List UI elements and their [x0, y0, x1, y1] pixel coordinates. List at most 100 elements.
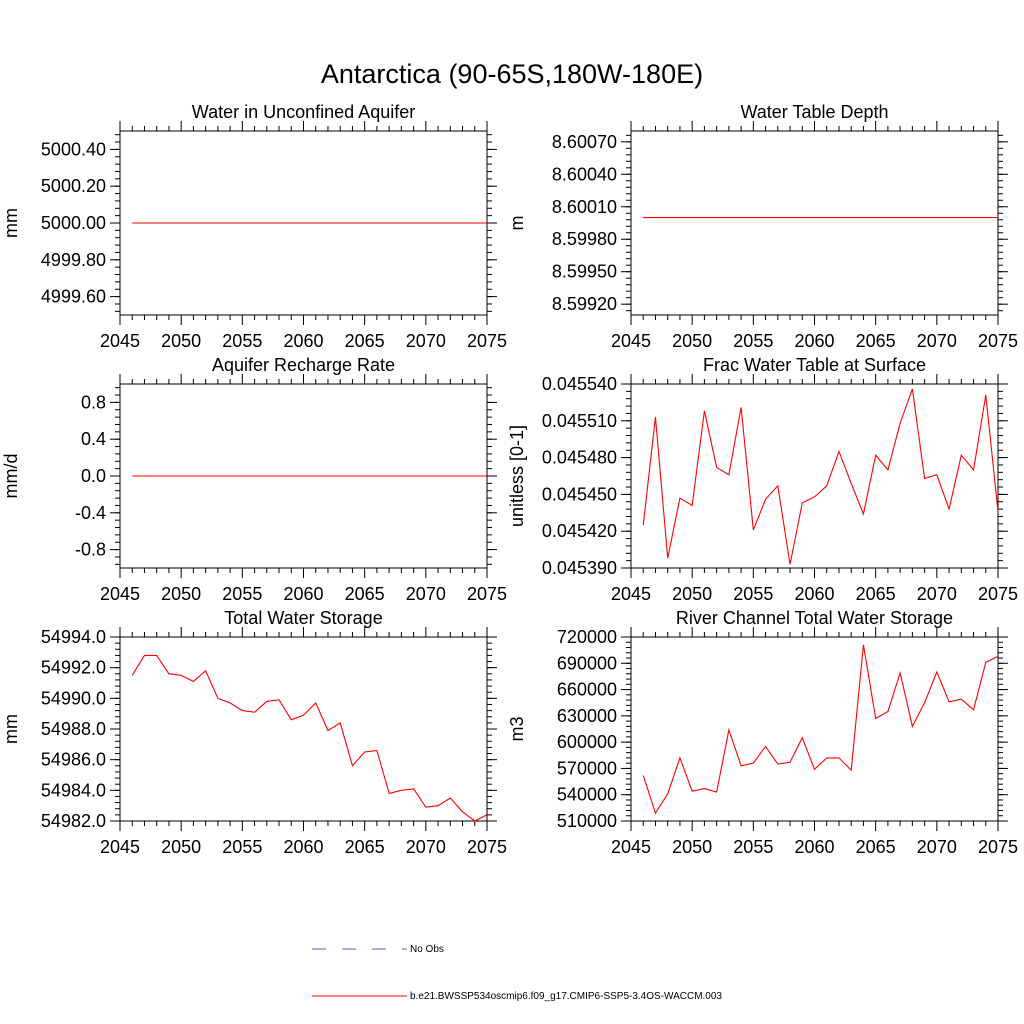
- y-tick-label: 0.045420: [542, 521, 617, 541]
- x-tick-label: 2060: [794, 331, 834, 351]
- y-tick-label: 54992.0: [41, 658, 106, 678]
- plot-frame: [630, 636, 999, 822]
- y-tick-label: 570000: [557, 758, 617, 778]
- y-tick-label: 8.60010: [552, 197, 617, 217]
- y-tick-label: 0.8: [81, 392, 106, 412]
- x-tick-label: 2070: [917, 584, 957, 604]
- x-tick-label: 2050: [161, 584, 201, 604]
- y-tick-label: 0.045480: [542, 448, 617, 468]
- y-tick-label: 600000: [557, 732, 617, 752]
- x-tick-label: 2075: [978, 837, 1018, 857]
- y-tick-label: 54990.0: [41, 688, 106, 708]
- x-tick-label: 2045: [611, 331, 651, 351]
- y-tick-label: 8.59950: [552, 262, 617, 282]
- series-line: [642, 644, 999, 815]
- x-tick-label: 2055: [733, 837, 773, 857]
- panel-title: Total Water Storage: [224, 608, 382, 628]
- x-tick-label: 2045: [611, 837, 651, 857]
- x-tick-label: 2060: [794, 837, 834, 857]
- y-axis-label: mm: [1, 714, 21, 744]
- y-tick-label: 54994.0: [41, 627, 106, 647]
- panel-title: Aquifer Recharge Rate: [212, 355, 395, 375]
- y-tick-label: -0.4: [75, 503, 106, 523]
- figure-title: Antarctica (90-65S,180W-180E): [321, 59, 703, 89]
- y-tick-label: 0.045540: [542, 374, 617, 394]
- panel-5: Total Water Storage mm 2045 2050 2055 2060 206…: [1, 608, 507, 857]
- panel-3: Aquifer Recharge Rate mm/d 2045 2050 2055 206…: [1, 355, 507, 604]
- x-tick-label: 2045: [100, 837, 140, 857]
- x-tick-label: 2070: [917, 837, 957, 857]
- y-tick-label: 0.045450: [542, 484, 617, 504]
- x-tick-label: 2075: [978, 584, 1018, 604]
- y-tick-label: 8.59980: [552, 229, 617, 249]
- y-tick-label: 54984.0: [41, 780, 106, 800]
- x-tick-label: 2060: [283, 331, 323, 351]
- y-axis-label: mm: [1, 208, 21, 238]
- y-tick-label: 0.045390: [542, 558, 617, 578]
- series-line: [131, 654, 488, 822]
- y-tick-label: 4999.80: [41, 250, 106, 270]
- x-tick-label: 2055: [222, 584, 262, 604]
- y-tick-label: 8.59920: [552, 294, 617, 314]
- x-tick-label: 2075: [978, 331, 1018, 351]
- y-tick-label: 5000.40: [41, 139, 106, 159]
- legend-model-label: b.e21.BWSSP534oscmip6.f09_g17.CMIP6-SSP5…: [410, 991, 722, 1002]
- y-tick-label: -0.8: [75, 540, 106, 560]
- legend-obs-label: No Obs: [410, 944, 444, 955]
- y-tick-label: 54988.0: [41, 719, 106, 739]
- y-axis-label: unitless [0-1]: [507, 425, 527, 527]
- x-tick-label: 2065: [345, 331, 385, 351]
- x-tick-label: 2045: [100, 584, 140, 604]
- y-tick-label: 0.0: [81, 466, 106, 486]
- y-tick-label: 5000.20: [41, 176, 106, 196]
- x-tick-label: 2045: [100, 331, 140, 351]
- y-tick-label: 690000: [557, 653, 617, 673]
- y-tick-label: 4999.60: [41, 287, 106, 307]
- x-tick-label: 2050: [161, 837, 201, 857]
- x-tick-label: 2055: [733, 331, 773, 351]
- y-tick-label: 54986.0: [41, 750, 106, 770]
- x-tick-label: 2050: [672, 837, 712, 857]
- x-tick-label: 2045: [611, 584, 651, 604]
- y-axis-label: m: [507, 216, 527, 231]
- panel-6: River Channel Total Water Storage m3 2045 2…: [507, 608, 1018, 857]
- y-tick-label: 54982.0: [41, 811, 106, 831]
- x-tick-label: 2050: [161, 331, 201, 351]
- y-axis-label: m3: [507, 716, 527, 741]
- x-tick-label: 2065: [345, 584, 385, 604]
- x-tick-label: 2075: [467, 584, 507, 604]
- x-tick-label: 2075: [467, 837, 507, 857]
- x-tick-label: 2060: [794, 584, 834, 604]
- panels: Water in Unconfined Aquifer mm 2045 2050 205…: [1, 102, 1018, 857]
- panel-title: Water in Unconfined Aquifer: [192, 102, 415, 122]
- panel-2: Water Table Depth m 2045 2050 2055 2060 2065 20…: [507, 102, 1018, 351]
- plot-frame: [119, 636, 488, 822]
- x-tick-label: 2065: [856, 837, 896, 857]
- y-tick-label: 540000: [557, 785, 617, 805]
- x-tick-label: 2060: [283, 837, 323, 857]
- x-tick-label: 2075: [467, 331, 507, 351]
- x-tick-label: 2060: [283, 584, 323, 604]
- x-tick-label: 2055: [222, 331, 262, 351]
- series-line: [642, 388, 999, 565]
- y-axis-label: mm/d: [1, 454, 21, 499]
- y-tick-label: 720000: [557, 627, 617, 647]
- x-tick-label: 2065: [345, 837, 385, 857]
- x-tick-label: 2070: [917, 331, 957, 351]
- plot-frame: [630, 383, 999, 569]
- y-tick-label: 8.60070: [552, 132, 617, 152]
- x-tick-label: 2055: [733, 584, 773, 604]
- x-tick-label: 2055: [222, 837, 262, 857]
- x-tick-label: 2065: [856, 331, 896, 351]
- x-tick-label: 2050: [672, 584, 712, 604]
- x-tick-label: 2065: [856, 584, 896, 604]
- legend: No Obs b.e21.BWSSP534oscmip6.f09_g17.CMI…: [312, 944, 722, 1002]
- x-tick-label: 2050: [672, 331, 712, 351]
- panel-title: Frac Water Table at Surface: [703, 355, 926, 375]
- panel-1: Water in Unconfined Aquifer mm 2045 2050 205…: [1, 102, 507, 351]
- panel-title: River Channel Total Water Storage: [676, 608, 953, 628]
- panel-title: Water Table Depth: [740, 102, 888, 122]
- x-tick-label: 2070: [406, 584, 446, 604]
- x-tick-label: 2070: [406, 837, 446, 857]
